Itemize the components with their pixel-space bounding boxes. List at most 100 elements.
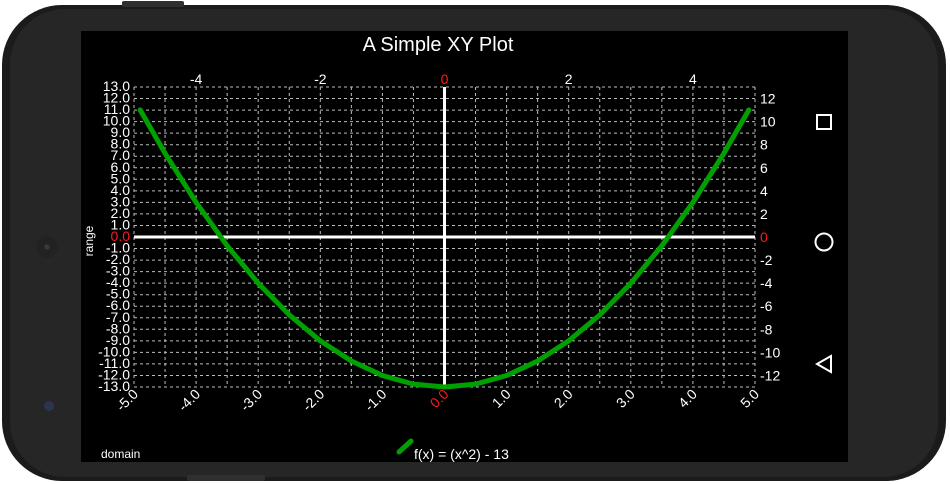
y-tick-label-right: 6 [760,160,768,176]
y-tick-label-left: 7.0 [111,147,131,163]
speaker-grille-icon [36,236,58,258]
data-point [379,372,385,378]
x-tick-label-bottom: 2.0 [551,386,576,411]
data-point [566,338,572,344]
y-tick-label-left: -11.0 [99,355,130,371]
x-tick-label-top: -2 [314,71,327,87]
x-tick-label-bottom: -4.0 [175,386,204,415]
y-tick-label-left: 8.0 [111,136,131,152]
y-tick-label-left: -1.0 [106,240,130,256]
y-tick-label-left: -2.0 [106,251,130,267]
y-tick-label-left: 11.0 [104,101,130,117]
y-tick-label-left: 2.0 [111,205,131,221]
front-camera-icon [44,401,54,411]
y-tick-label-left: -3.0 [106,263,130,279]
square-recents-icon [816,114,832,130]
data-point [348,358,354,364]
series-layer [137,107,752,390]
nav-bar [807,105,841,385]
plot-screen: A Simple XY Plot 13.0 12.0 11.0 10.0 9.0 8.0 7… [81,31,848,462]
y-tick-label-right: -10 [760,344,780,360]
data-point [504,372,510,378]
data-point [659,243,665,249]
y-tick-label-right: 8 [760,137,768,153]
legend-swatch [396,438,414,455]
data-point [286,312,292,318]
x-tick-label-bottom: 0.0 [427,386,452,411]
y-tick-label-left: -9.0 [106,332,130,348]
y-tick-label-left: 3.0 [111,193,131,209]
y-tick-label-left: -5.0 [106,286,130,302]
x-tick-label-bottom: 3.0 [613,386,638,411]
y-tick-label-left: -6.0 [106,297,130,313]
data-point [721,150,727,156]
y-tick-label-left: 12.0 [103,90,130,106]
data-point [535,358,541,364]
y-tick-label-right: 2 [760,206,768,222]
y-tick-label-right: -4 [760,275,773,291]
y-tick-label-left: 10.0 [103,113,130,129]
y-tick-label-left: -12.0 [98,366,130,382]
data-point [224,243,230,249]
y-tick-label-left: -8.0 [106,320,130,336]
y-tick-label-left: 4.0 [111,182,131,198]
y-tick-label-left: 1.0 [111,216,131,232]
data-point [193,199,199,205]
proximity-sensor [44,77,52,85]
y-tick-label-left: -4.0 [106,274,130,290]
circle-home-icon [814,232,834,252]
recents-button[interactable] [807,105,841,139]
data-point [137,107,143,113]
x-tick-label-top: 0 [441,71,449,87]
legend-label: f(x) = (x^2) - 13 [414,446,509,462]
triangle-back-icon [814,354,832,374]
y-tick-label-right: 4 [760,183,768,199]
y-tick-label-right: 0 [760,229,768,245]
x-tick-label-bottom: -1.0 [361,386,390,415]
x-tick-label-bottom: -3.0 [237,386,266,415]
y-tick-label-left: 5.0 [111,170,131,186]
x-axis-label: domain [101,447,140,461]
y-axis-label: range [82,225,96,256]
volume-button [187,475,265,481]
axes [134,87,755,387]
y-tick-label-right: -6 [760,298,773,314]
y-tick-label-left: 0.0 [111,228,131,244]
x-tick-label-bottom: 5.0 [737,386,762,411]
y-tick-label-left: 13.0 [103,78,130,94]
data-point [317,338,323,344]
data-point [690,199,696,205]
home-button[interactable] [807,225,841,259]
x-tick-label-top: -4 [190,71,203,87]
x-tick-label-bottom: -2.0 [299,386,328,415]
xy-plot: A Simple XY Plot 13.012.011.010.09.08.07… [82,34,780,462]
data-point [628,280,634,286]
light-sensor [44,91,52,99]
data-point [473,381,479,387]
x-tick-label-top: 2 [565,71,573,87]
y-tick-label-left: -13.0 [98,378,130,394]
data-point [410,381,416,387]
y-tick-label-left: -10.0 [98,343,130,359]
power-button [122,1,184,7]
tick-labels: 13.012.011.010.09.08.07.06.05.04.03.02.0… [98,71,780,414]
back-button[interactable] [807,347,841,381]
y-tick-label-left: -7.0 [106,309,130,325]
data-point [597,312,603,318]
y-tick-label-right: 10 [760,114,776,130]
x-tick-label-bottom: 1.0 [489,386,514,411]
data-point [162,150,168,156]
legend: f(x) = (x^2) - 13 [396,438,509,462]
data-point [255,280,261,286]
x-tick-label-bottom: 4.0 [675,386,700,411]
y-tick-label-right: 12 [760,91,776,107]
y-tick-label-left: 6.0 [111,159,131,175]
data-point [442,384,447,390]
y-tick-label-left: 9.0 [111,124,131,140]
data-point [746,107,752,113]
y-tick-label-right: -12 [760,367,780,383]
y-tick-label-right: -8 [760,321,773,337]
chart-title: A Simple XY Plot [363,34,514,56]
x-tick-label-top: 4 [689,71,697,87]
